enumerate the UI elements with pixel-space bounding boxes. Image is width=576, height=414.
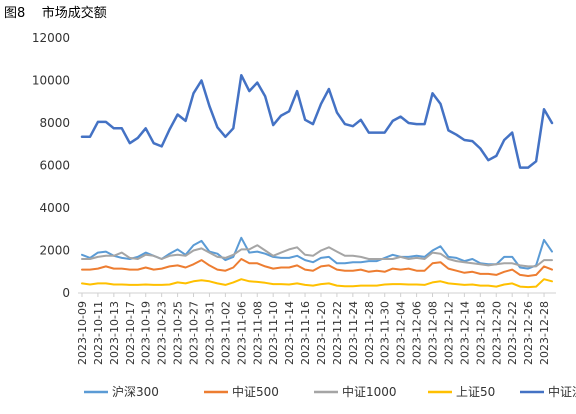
x-tick-label: 2023-11-20 [315,301,328,365]
x-tick-label: 2023-11-10 [267,301,280,365]
x-tick-label: 2023-12-18 [474,301,487,365]
legend-label-4: 中证流通 [548,384,576,399]
legend: 沪深300 中证500 中证1000 上证50 中证流通 [84,384,576,399]
series-lines [80,73,554,289]
x-tick-label: 2023-11-14 [283,301,296,365]
series-line-3 [81,278,553,289]
x-tick-label: 2023-10-13 [108,301,121,365]
x-tick-label: 2023-12-14 [458,301,471,365]
x-tick-label: 2023-11-22 [331,301,344,365]
x-tick-label: 2023-10-31 [203,301,216,365]
series-line-1 [81,258,553,277]
x-tick-label: 2023-11-30 [379,301,392,365]
y-tick-label: 2000 [39,244,70,258]
x-tick-label: 2023-11-06 [235,301,248,365]
y-tick-label: 0 [62,286,70,300]
series-line-2 [81,244,553,268]
series-line-4 [80,73,554,169]
x-tick-label: 2023-10-27 [188,301,201,365]
x-tick-label: 2023-12-28 [538,301,551,365]
x-tick-label: 2023-10-09 [76,301,89,365]
x-tick-label: 2023-11-08 [251,301,264,365]
y-tick-label: 4000 [39,201,70,215]
x-tick-label: 2023-12-04 [395,301,408,365]
x-axis-ticks: 2023-10-09 2023-10-11 2023-10-13 2023-10-17… [76,293,551,365]
x-tick-label: 2023-12-26 [522,301,535,365]
x-tick-label: 2023-11-24 [347,301,360,365]
x-tick-label: 2023-12-20 [490,301,503,365]
y-tick-label: 10000 [32,74,70,88]
x-tick-label: 2023-12-08 [427,301,440,365]
x-tick-label: 2023-10-25 [172,301,185,365]
legend-label-1: 中证500 [232,384,279,399]
y-tick-label: 6000 [39,159,70,173]
x-tick-label: 2023-11-28 [363,301,376,365]
legend-label-3: 上证50 [456,385,495,399]
legend-label-0: 沪深300 [112,385,159,399]
x-tick-label: 2023-12-06 [411,301,424,365]
figure-title: 图8 市场成交额 [4,6,107,21]
y-tick-label: 8000 [39,116,70,130]
y-axis-ticks: 0 2000 4000 6000 8000 10000 12000 [32,31,70,300]
x-tick-label: 2023-10-11 [92,301,105,365]
x-tick-label: 2023-12-22 [506,301,519,365]
x-tick-label: 2023-10-19 [140,301,153,365]
x-tick-label: 2023-11-16 [299,301,312,365]
x-tick-label: 2023-10-17 [124,301,137,365]
x-tick-label: 2023-12-12 [442,301,455,365]
y-tick-label: 12000 [32,31,70,45]
x-tick-label: 2023-10-23 [156,301,169,365]
legend-label-2: 中证1000 [342,384,397,399]
x-tick-label: 2023-11-02 [219,301,232,365]
